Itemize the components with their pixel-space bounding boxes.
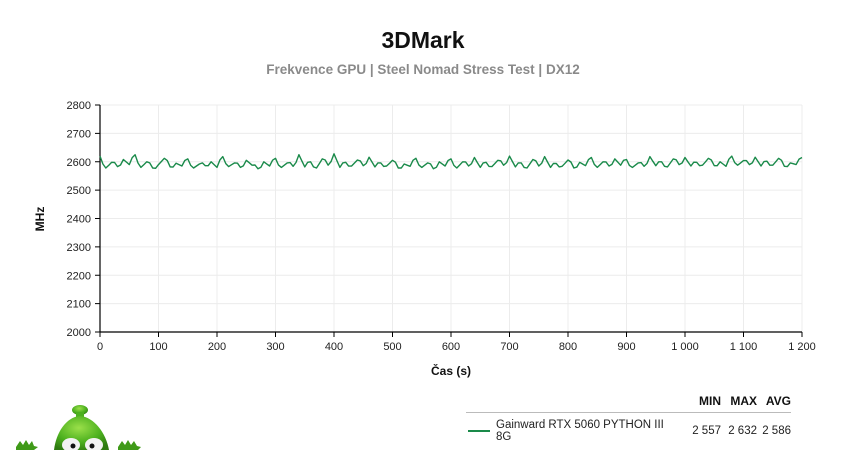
chart-subtitle: Frekvence GPU | Steel Nomad Stress Test … [266, 62, 580, 77]
x-tick-label: 800 [559, 341, 577, 353]
alien-mascot-logo [16, 405, 141, 450]
x-tick-label: 1 000 [671, 341, 699, 353]
x-tick-label: 500 [383, 341, 401, 353]
legend-header: MIN MAX AVG [466, 394, 791, 413]
x-tick-label: 100 [149, 341, 167, 353]
legend-series-name: Gainward RTX 5060 PYTHON III 8G [496, 419, 664, 443]
y-tick-label: 2500 [67, 185, 91, 197]
x-tick-label: 300 [266, 341, 284, 353]
legend-table: MIN MAX AVG Gainward RTX 5060 PYTHON III… [466, 394, 791, 443]
y-tick-label: 2200 [67, 270, 91, 282]
legend-max-value: 2 632 [728, 425, 757, 437]
x-tick-label: 1 200 [788, 341, 816, 353]
y-axis-title: MHz [33, 207, 47, 232]
legend-row: Gainward RTX 5060 PYTHON III 8G 2 557 2 … [466, 413, 791, 443]
x-tick-label: 200 [208, 341, 226, 353]
y-tick-label: 2700 [67, 128, 91, 140]
gridlines [100, 104, 803, 332]
legend-swatch [468, 430, 490, 432]
x-axis-ticks: 0 100 200 300 400 500 600 700 800 900 1 000 1 100 1 … [97, 332, 816, 353]
x-tick-label: 0 [97, 341, 103, 353]
x-axis-title: Čas (s) [431, 363, 471, 378]
x-tick-label: 400 [325, 341, 343, 353]
legend-col-avg: AVG [765, 394, 791, 408]
x-tick-label: 1 100 [730, 341, 758, 353]
series-line-gainward-rtx-5060 [99, 153, 803, 170]
y-axis-ticks: 2000 2100 2200 2300 2400 2500 2600 2700 2800 [67, 100, 100, 339]
legend-col-min: MIN [699, 394, 721, 408]
y-tick-label: 2000 [67, 327, 91, 339]
x-tick-label: 900 [617, 341, 635, 353]
legend-col-max: MAX [730, 394, 757, 408]
x-tick-label: 700 [500, 341, 518, 353]
y-tick-label: 2600 [67, 157, 91, 169]
legend-min-value: 2 557 [692, 425, 721, 437]
legend-avg-value: 2 586 [762, 425, 791, 437]
y-tick-label: 2800 [67, 100, 91, 112]
y-tick-label: 2300 [67, 242, 91, 254]
y-tick-label: 2100 [67, 299, 91, 311]
x-tick-label: 600 [442, 341, 460, 353]
y-tick-label: 2400 [67, 214, 91, 226]
chart-title: 3DMark [381, 27, 465, 53]
